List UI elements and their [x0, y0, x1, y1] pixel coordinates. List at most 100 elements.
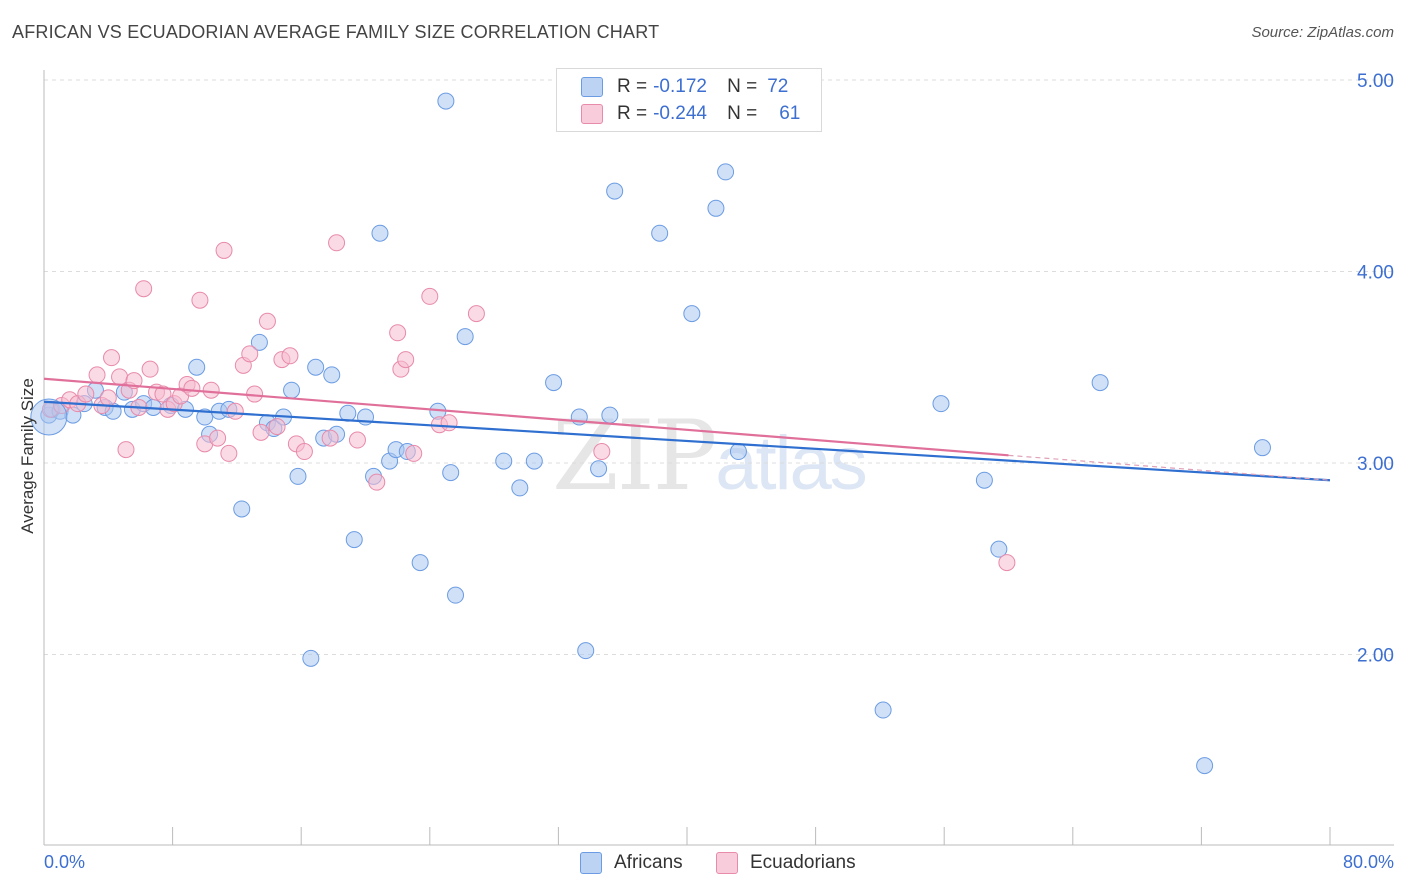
point-ecuadorians — [215, 241, 233, 259]
point-africans — [442, 464, 460, 482]
point-africans — [233, 500, 251, 518]
point-ecuadorians — [183, 379, 201, 397]
point-ecuadorians — [226, 402, 244, 420]
series-label-ecuadorians: Ecuadorians — [750, 852, 856, 873]
point-ecuadorians — [467, 305, 485, 323]
point-ecuadorians — [241, 345, 259, 363]
y-axis-title: Average Family Size — [18, 378, 37, 534]
point-ecuadorians — [389, 324, 407, 342]
point-africans — [990, 540, 1008, 558]
point-ecuadorians — [368, 473, 386, 491]
point-africans-cluster — [30, 398, 68, 436]
point-ecuadorians — [440, 414, 458, 432]
legend-n-value: 61 — [779, 103, 801, 124]
legend-r-value: -0.244 — [653, 103, 707, 124]
point-africans — [975, 471, 993, 489]
point-ecuadorians — [103, 349, 121, 367]
point-africans — [196, 408, 214, 426]
legend-n-value: 72 — [767, 76, 789, 97]
point-ecuadorians — [328, 234, 346, 252]
trendline-africans — [43, 400, 1331, 482]
legend-row-africans: R = -0.172 N = 72 — [581, 75, 788, 99]
point-ecuadorians — [998, 554, 1016, 572]
point-africans — [1196, 757, 1214, 775]
point-africans — [1091, 374, 1109, 392]
y-tick-label: 5.00 — [1357, 71, 1394, 92]
point-ecuadorians — [321, 429, 339, 447]
point-ecuadorians — [191, 291, 209, 309]
point-africans — [511, 479, 529, 497]
legend-n-label: N = — [727, 103, 758, 124]
source-label: Source: ZipAtlas.com — [1251, 24, 1394, 41]
point-africans — [302, 649, 320, 667]
point-ecuadorians — [397, 351, 415, 369]
point-africans — [606, 182, 624, 200]
point-ecuadorians — [220, 444, 238, 462]
point-africans — [495, 452, 513, 470]
series-legend: Africans Ecuadorians — [0, 852, 1406, 878]
point-africans — [345, 531, 363, 549]
trendline-ecuadorians-extension — [1008, 454, 1331, 481]
x-tick-label-min: 0.0% — [44, 852, 86, 872]
x-tick-label-max: 80.0% — [1342, 852, 1394, 872]
point-africans — [545, 374, 563, 392]
point-africans — [371, 224, 389, 242]
y-tick-label: 2.00 — [1357, 646, 1394, 667]
point-africans — [339, 404, 357, 422]
series-swatch-africans — [580, 852, 602, 874]
point-africans — [283, 381, 301, 399]
series-legend-ecuadorians: Ecuadorians — [716, 852, 856, 874]
legend-row-ecuadorians: R = -0.244 N = 61 — [581, 102, 800, 126]
point-africans — [188, 358, 206, 376]
point-ecuadorians — [141, 360, 159, 378]
point-ecuadorians — [281, 347, 299, 365]
point-africans — [729, 443, 747, 461]
point-ecuadorians — [99, 389, 117, 407]
point-ecuadorians — [88, 366, 106, 384]
point-ecuadorians — [77, 385, 95, 403]
trendline-ecuadorians — [43, 377, 1009, 457]
legend-r-value: -0.172 — [653, 76, 707, 97]
series-label-africans: Africans — [614, 852, 683, 873]
stats-legend: R = -0.172 N = 72 R = -0.244 N = 61 — [556, 68, 822, 132]
point-africans — [456, 328, 474, 346]
point-africans — [874, 701, 892, 719]
point-africans — [601, 406, 619, 424]
point-africans — [577, 642, 595, 660]
point-africans — [323, 366, 341, 384]
point-ecuadorians — [111, 368, 129, 386]
point-ecuadorians — [268, 418, 286, 436]
point-africans — [651, 224, 669, 242]
point-africans — [250, 333, 268, 351]
legend-swatch-ecuadorians — [581, 104, 603, 124]
point-africans — [437, 92, 455, 110]
legend-swatch-africans — [581, 77, 603, 97]
point-africans — [1253, 439, 1271, 457]
point-africans — [525, 452, 543, 470]
point-ecuadorians — [209, 429, 227, 447]
point-ecuadorians — [593, 443, 611, 461]
point-ecuadorians — [348, 431, 366, 449]
point-ecuadorians — [405, 444, 423, 462]
legend-n-label: N = — [727, 76, 758, 97]
point-africans — [411, 554, 429, 572]
point-ecuadorians — [154, 385, 172, 403]
y-tick-label: 3.00 — [1357, 454, 1394, 475]
point-africans — [683, 305, 701, 323]
point-ecuadorians — [295, 443, 313, 461]
point-ecuadorians — [117, 441, 135, 459]
chart-title: AFRICAN VS ECUADORIAN AVERAGE FAMILY SIZ… — [12, 22, 660, 42]
point-africans — [707, 199, 725, 217]
legend-r-label: R = — [617, 76, 648, 97]
point-ecuadorians — [421, 287, 439, 305]
series-legend-africans: Africans — [580, 852, 683, 874]
point-africans — [289, 467, 307, 485]
point-ecuadorians — [252, 423, 270, 441]
legend-r-label: R = — [617, 103, 648, 124]
point-africans — [307, 358, 325, 376]
y-tick-label: 4.00 — [1357, 263, 1394, 284]
point-africans — [447, 586, 465, 604]
series-swatch-ecuadorians — [716, 852, 738, 874]
point-ecuadorians — [258, 312, 276, 330]
